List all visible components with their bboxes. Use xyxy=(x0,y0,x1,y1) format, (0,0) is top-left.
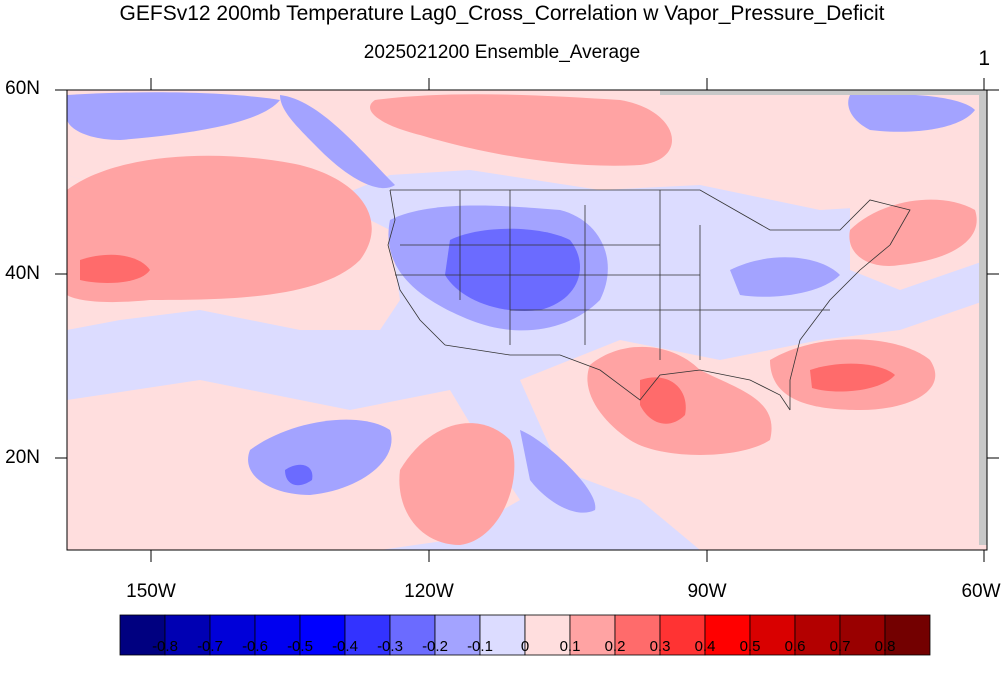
colorbar-tick-label: 0.3 xyxy=(649,638,671,655)
colorbar-tick-label: 0.1 xyxy=(559,638,581,655)
colorbar-tick-label: -0.5 xyxy=(287,638,313,655)
red-blob-east-pacific xyxy=(399,423,515,545)
colorbar-swatch xyxy=(794,614,841,656)
colorbar-tick-label: -0.6 xyxy=(242,638,268,655)
colorbar-tick-label: 0.6 xyxy=(784,638,806,655)
colorbar-tick-label: 0.8 xyxy=(874,638,896,655)
colorbar-swatch xyxy=(839,614,886,656)
lon-label-150w: 150W xyxy=(126,581,176,602)
subtitle: 2025021200 Ensemble_Average xyxy=(363,42,641,63)
colorbar-swatch xyxy=(254,614,301,656)
medium-blue-rockies xyxy=(445,228,580,311)
colorbar-tick-label: 0.7 xyxy=(829,638,851,655)
colorbar-tick-label: -0.3 xyxy=(377,638,403,655)
colorbar-swatch xyxy=(344,614,391,656)
colorbar-swatch xyxy=(164,614,211,656)
red-blob-alaska-gulf xyxy=(370,94,673,166)
lon-label-120w: 120W xyxy=(404,581,454,602)
colorbar-tick-label: 0.2 xyxy=(604,638,626,655)
colorbar-swatch xyxy=(524,614,571,656)
colorbar-tick-label: 0 xyxy=(520,638,530,655)
colorbar-tick-label: 0.5 xyxy=(739,638,761,655)
red-blob-northeast xyxy=(849,199,977,266)
blue-zone-baja xyxy=(520,430,596,513)
missing-data-strip-top xyxy=(660,90,987,95)
lat-label-20n: 20N xyxy=(5,447,40,468)
main-title: GEFSv12 200mb Temperature Lag0_Cross_Cor… xyxy=(119,2,885,25)
salmon-core-atlantic xyxy=(810,363,895,392)
colorbar-swatch xyxy=(749,614,796,656)
lon-label-90w: 90W xyxy=(687,581,727,602)
contour-field xyxy=(67,90,987,550)
colorbar-swatch xyxy=(434,614,481,656)
us-west-coast xyxy=(387,189,446,346)
blue-zone-northwest xyxy=(67,92,280,140)
plot-frame xyxy=(66,89,988,551)
salmon-core-gulf xyxy=(640,377,686,424)
lat-label-40n: 40N xyxy=(5,263,40,284)
us-east-coast xyxy=(789,244,891,410)
blue-zone-alaska-coast xyxy=(280,95,395,189)
colorbar-swatch xyxy=(614,614,661,656)
colorbar-swatch xyxy=(119,614,166,656)
colorbar-tick-label: 0.4 xyxy=(694,638,716,655)
axis-ticks xyxy=(55,78,999,562)
colorbar-tick-label: -0.4 xyxy=(332,638,358,655)
salmon-core-pacific xyxy=(80,254,150,283)
colorbar-swatch xyxy=(479,614,526,656)
colorbar-tick-label: -0.2 xyxy=(422,638,448,655)
medium-blue-hawaii-low xyxy=(285,464,313,486)
colorbar-tick-label: -0.8 xyxy=(152,638,178,655)
frame-number: 1 xyxy=(978,47,990,70)
colorbar-swatch xyxy=(209,614,256,656)
us-northern-border xyxy=(390,189,911,246)
missing-data-strip-right xyxy=(979,95,987,545)
lat-label-60n: 60N xyxy=(5,78,40,99)
blue-zone-pacific-low xyxy=(248,419,392,495)
colorbar-tick-label: -0.7 xyxy=(197,638,223,655)
state-boundaries xyxy=(387,189,911,411)
us-mexico-border xyxy=(444,344,791,411)
blue-zone-ohio-valley xyxy=(730,257,840,297)
colorbar-tick-label: -0.1 xyxy=(467,638,493,655)
colorbar-swatch xyxy=(884,614,931,656)
lon-label-60w: 60W xyxy=(961,581,1001,602)
blue-zone-labrador xyxy=(848,93,975,132)
